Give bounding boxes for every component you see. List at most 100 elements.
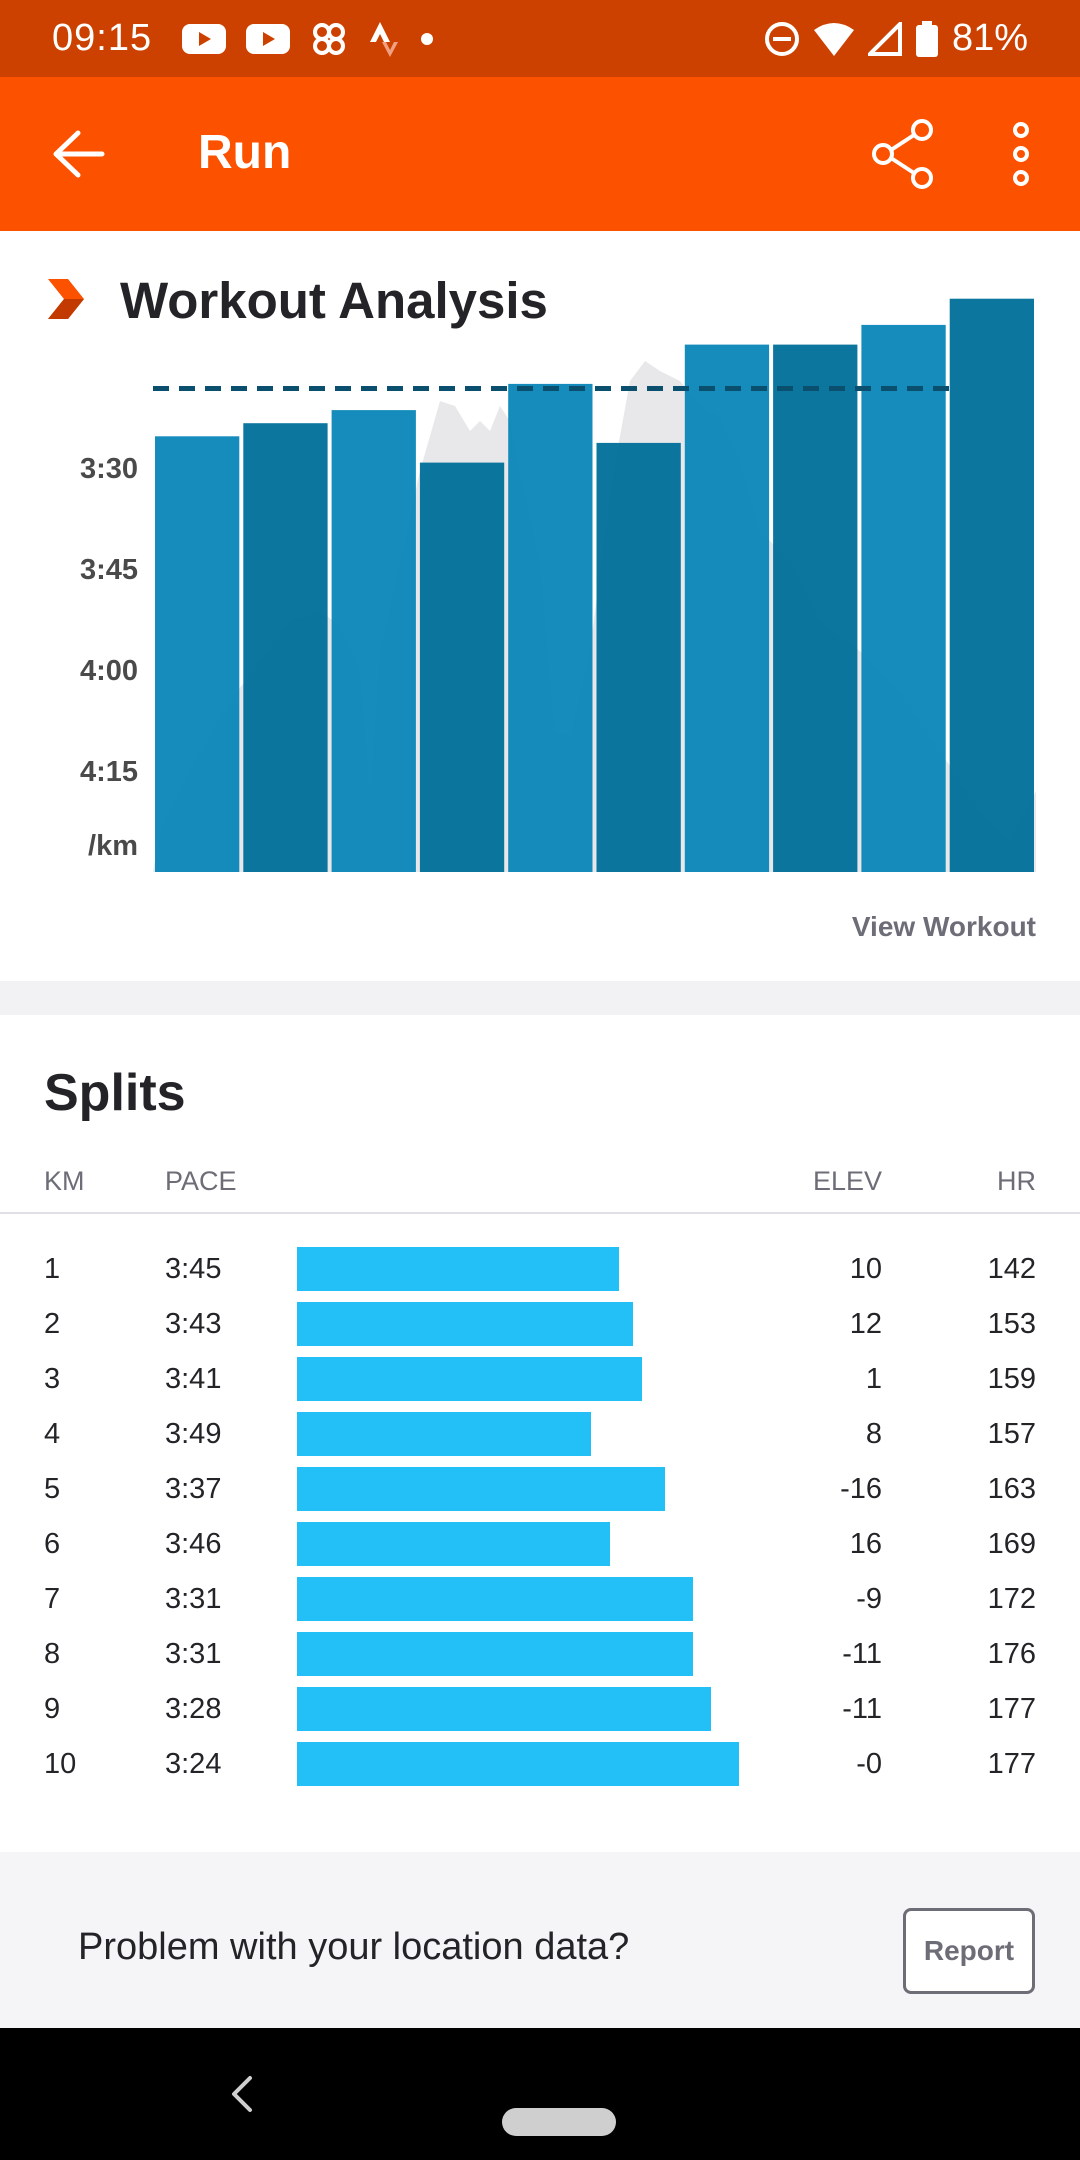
split-km: 8 (44, 1638, 61, 1670)
split-km: 9 (44, 1693, 61, 1725)
header-hr: HR (997, 1166, 1036, 1196)
split-pace: 3:43 (165, 1308, 222, 1340)
y-axis-label: 3:45 (79, 554, 138, 586)
header-elev: ELEV (812, 1166, 882, 1196)
chart-bar[interactable] (773, 344, 858, 873)
nav-back-icon[interactable] (230, 2074, 254, 2114)
split-elev: 8 (865, 1418, 882, 1450)
split-hr: 142 (987, 1253, 1036, 1285)
system-nav-bar (0, 2028, 1080, 2160)
view-workout-link[interactable]: View Workout (851, 911, 1036, 942)
y-axis-label: 4:00 (79, 655, 138, 687)
split-hr: 177 (987, 1748, 1036, 1780)
chart-bar[interactable] (155, 436, 240, 872)
table-row: 1 3:45 10 142 (0, 1245, 1080, 1300)
signal-icon (867, 21, 902, 56)
arrow-back-icon[interactable] (50, 129, 106, 179)
chart-bar[interactable] (596, 442, 681, 872)
location-problem-banner: Problem with your location data? Report (0, 1852, 1080, 2028)
status-bar: 09:15 81% (0, 0, 1080, 77)
y-axis-label: 3:30 (79, 453, 138, 485)
split-km: 6 (44, 1528, 61, 1560)
split-pace-bar (297, 1412, 591, 1456)
split-elev: 12 (849, 1308, 882, 1340)
chart-bar[interactable] (684, 344, 770, 873)
split-pace: 3:37 (165, 1473, 222, 1505)
split-elev: 16 (849, 1528, 882, 1560)
youtube-icon (182, 23, 227, 54)
split-hr: 172 (987, 1583, 1036, 1615)
pace-chart[interactable] (0, 231, 1080, 981)
chart-bar[interactable] (419, 462, 505, 872)
splits-table-header: KM PACE ELEV HR (0, 1160, 1080, 1214)
header-pace: PACE (165, 1166, 237, 1196)
split-pace-bar (297, 1632, 693, 1676)
chart-bar[interactable] (508, 383, 593, 872)
chart-bar[interactable] (331, 410, 416, 872)
section-title: Workout Analysis (120, 272, 548, 329)
split-pace: 3:31 (165, 1638, 222, 1670)
chart-bar[interactable] (949, 298, 1034, 872)
battery-level: 81% (951, 17, 1028, 59)
youtube-icon (246, 23, 291, 54)
chart-bar[interactable] (861, 324, 946, 872)
split-pace: 3:45 (165, 1253, 222, 1285)
split-km: 4 (44, 1418, 61, 1450)
app-bar: Run (0, 77, 1080, 231)
table-row: 9 3:28 -11 177 (0, 1685, 1080, 1740)
table-row: 3 3:41 1 159 (0, 1355, 1080, 1410)
split-pace: 3:31 (165, 1583, 222, 1615)
split-elev: -11 (842, 1693, 882, 1725)
split-pace: 3:28 (165, 1693, 222, 1725)
split-pace-bar (297, 1302, 633, 1346)
header-km: KM (44, 1166, 85, 1196)
table-row: 6 3:46 16 169 (0, 1520, 1080, 1575)
status-time: 09:15 (52, 17, 153, 59)
splits-title: Splits (44, 1064, 186, 1122)
battery-icon (915, 20, 938, 57)
split-hr: 177 (987, 1693, 1036, 1725)
split-pace-bar (297, 1467, 665, 1511)
workout-analysis-card: Workout Analysis 3:30 3:45 4:00 4:15 /km… (0, 231, 1080, 981)
table-row: 5 3:37 -16 163 (0, 1465, 1080, 1520)
split-pace-bar (297, 1742, 739, 1786)
split-hr: 157 (987, 1418, 1036, 1450)
split-elev: -9 (856, 1583, 882, 1615)
table-row: 8 3:31 -11 176 (0, 1630, 1080, 1685)
chart-bar[interactable] (243, 423, 328, 872)
split-km: 1 (44, 1253, 61, 1285)
page-title: Run (198, 126, 292, 179)
dnd-icon (764, 21, 799, 56)
split-pace-bar (297, 1687, 711, 1731)
report-button[interactable]: Report (903, 1908, 1035, 1994)
table-row: 4 3:49 8 157 (0, 1410, 1080, 1465)
chevron-right-icon (48, 279, 84, 319)
more-vert-icon[interactable] (1008, 121, 1034, 187)
splits-table: 1 3:45 10 142 2 3:43 12 153 3 3:41 1 159 4 3:49 8 157 5 3… (0, 1245, 1080, 1795)
split-hr: 163 (987, 1473, 1036, 1505)
split-elev: 10 (849, 1253, 882, 1285)
split-km: 3 (44, 1363, 61, 1395)
share-icon[interactable] (870, 119, 936, 189)
strava-icon (370, 21, 399, 57)
split-elev: 1 (865, 1363, 882, 1395)
split-km: 10 (44, 1748, 77, 1780)
split-hr: 153 (987, 1308, 1036, 1340)
split-pace-bar (297, 1577, 693, 1621)
table-row: 7 3:31 -9 172 (0, 1575, 1080, 1630)
split-hr: 176 (987, 1638, 1036, 1670)
y-axis-unit: /km (88, 830, 138, 862)
split-elev: -11 (842, 1638, 882, 1670)
y-axis-label: 4:15 (79, 756, 138, 788)
section-divider (0, 981, 1080, 1015)
split-km: 5 (44, 1473, 61, 1505)
split-hr: 159 (987, 1363, 1036, 1395)
split-pace: 3:49 (165, 1418, 222, 1450)
split-pace-bar (297, 1357, 642, 1401)
home-pill[interactable] (502, 2108, 616, 2136)
table-row: 10 3:24 -0 177 (0, 1740, 1080, 1795)
dot-icon (421, 32, 434, 45)
table-row: 2 3:43 12 153 (0, 1300, 1080, 1355)
split-pace-bar (297, 1522, 610, 1566)
split-elev: -0 (856, 1748, 882, 1780)
